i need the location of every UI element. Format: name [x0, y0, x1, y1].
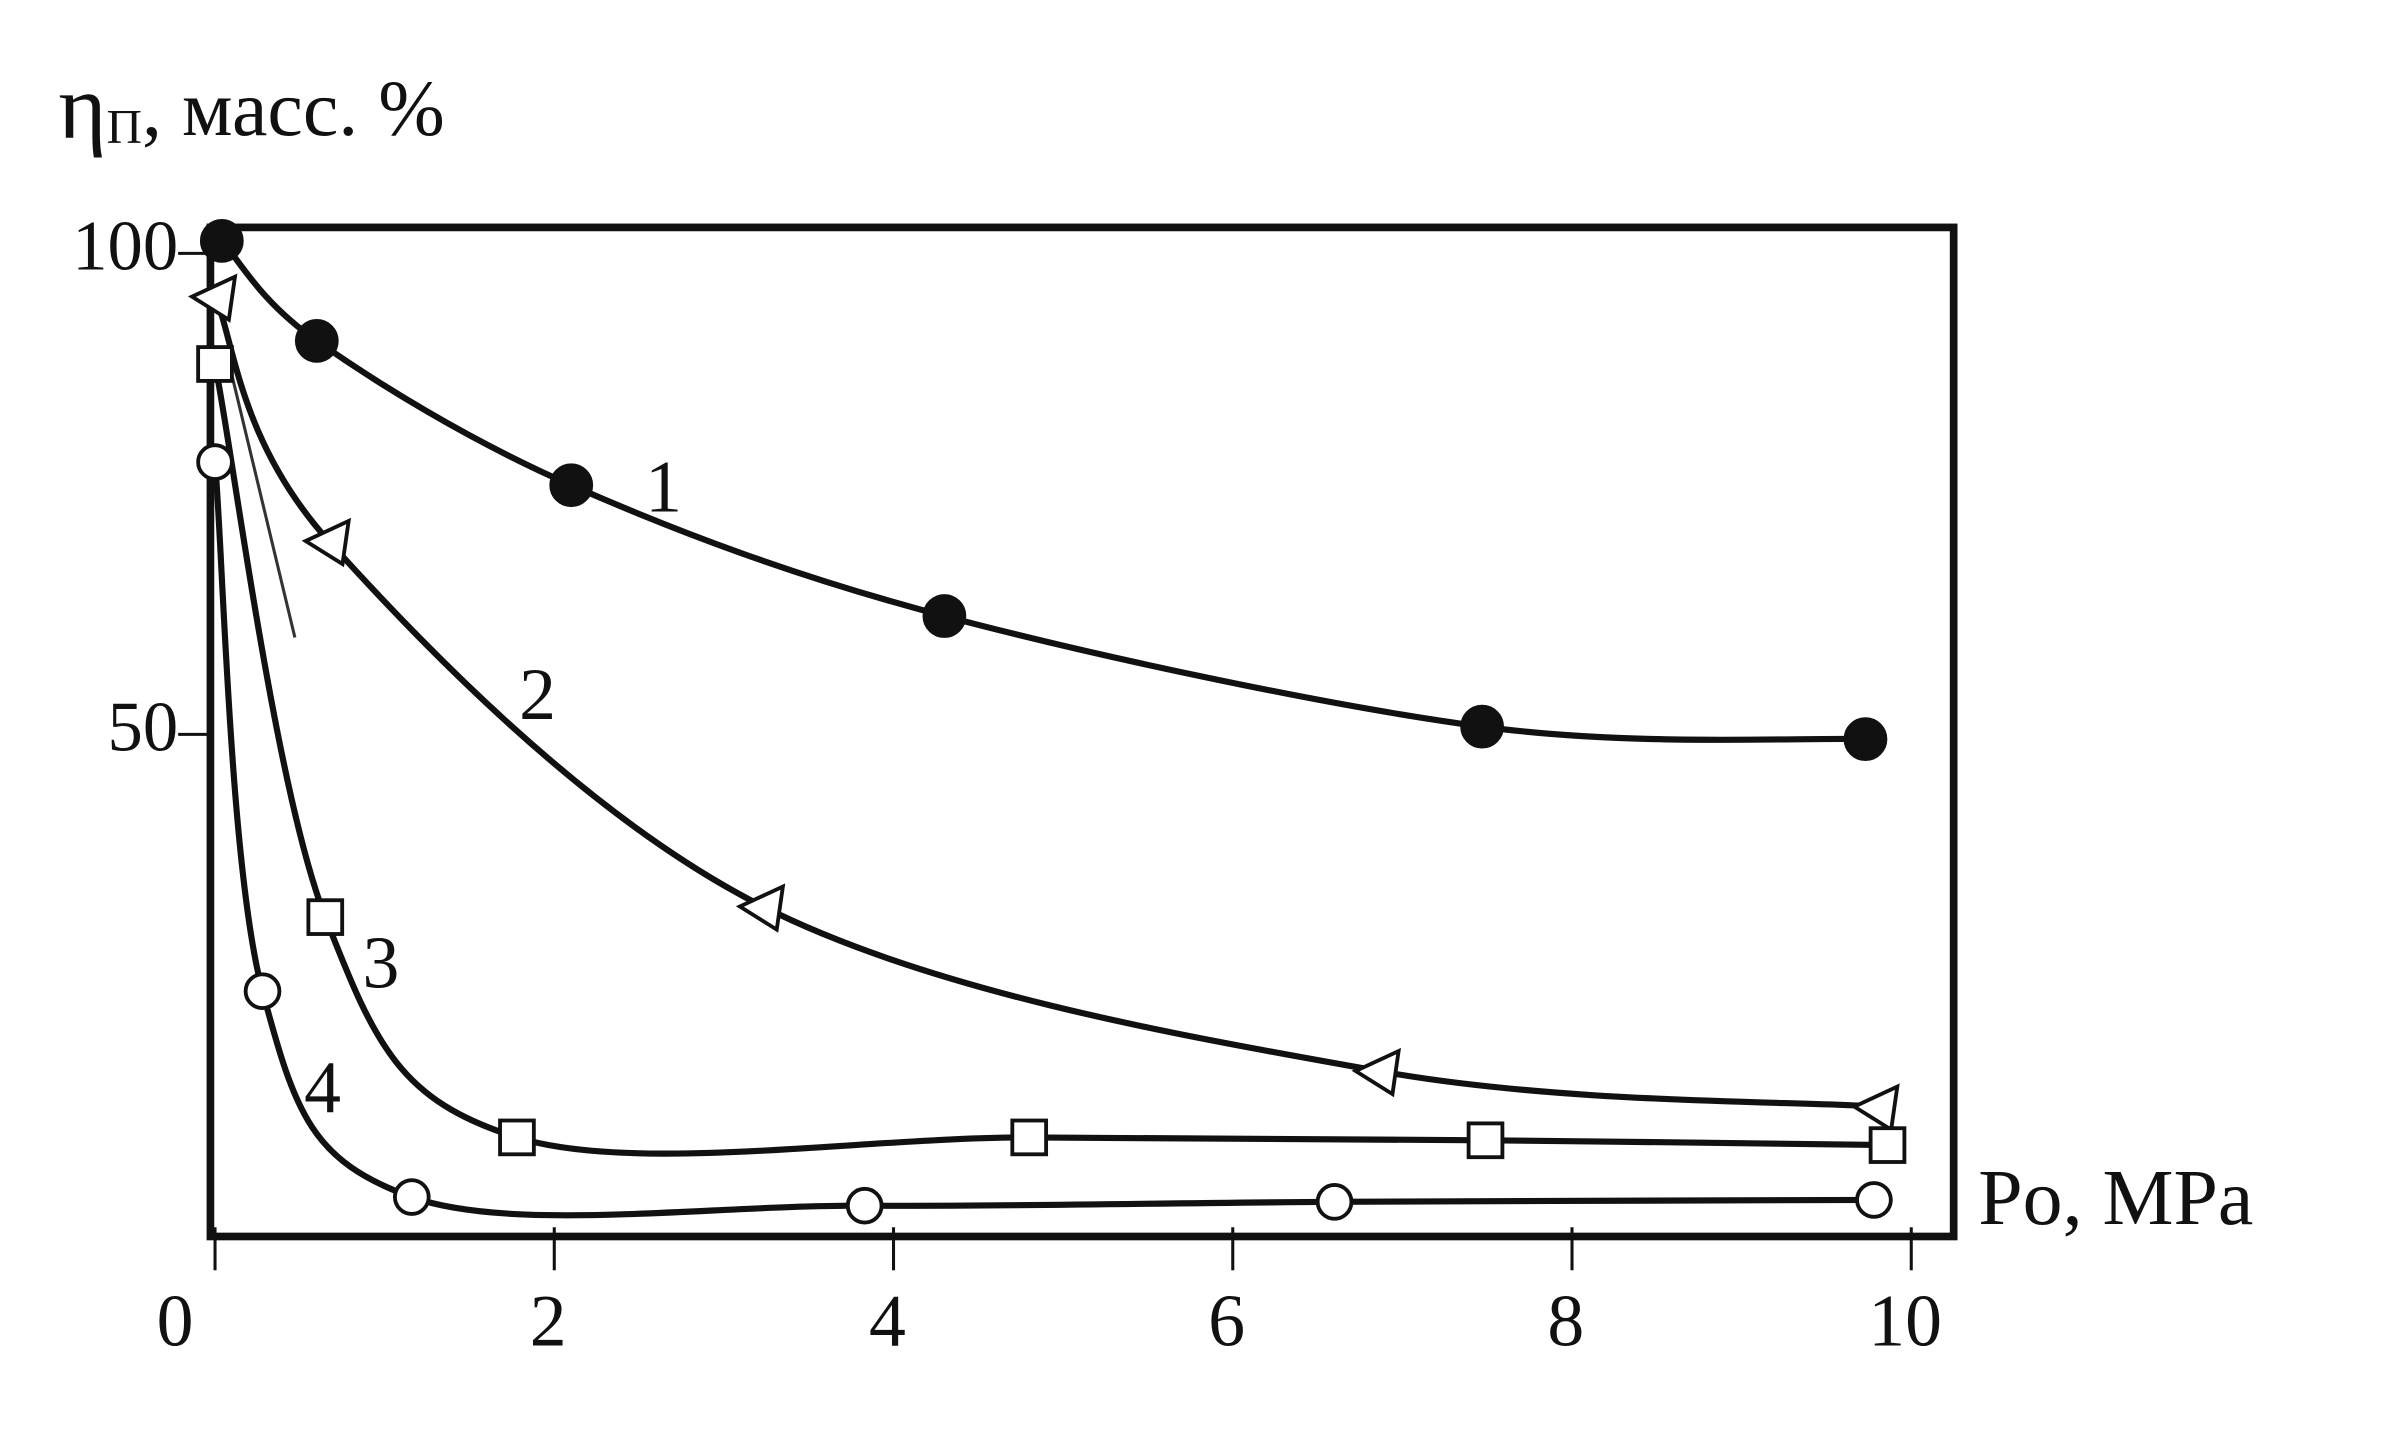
marker — [735, 883, 786, 933]
marker — [1010, 1118, 1049, 1157]
series-line — [212, 363, 1888, 1157]
series-line — [212, 295, 1878, 1110]
marker — [1351, 1047, 1402, 1098]
y-tick-label: 50 — [108, 689, 179, 767]
x-axis-label: Po, MPa — [1978, 1154, 2253, 1242]
curve-label: 2 — [519, 653, 556, 735]
marker — [1868, 1126, 1907, 1164]
pointer-line — [228, 368, 297, 638]
plot-frame — [206, 223, 1958, 1241]
marker — [845, 1186, 884, 1225]
curve-label: 1 — [645, 446, 682, 528]
marker — [1460, 704, 1504, 749]
marker — [306, 898, 345, 936]
marker — [301, 517, 352, 568]
y-tick-label: 100 — [72, 208, 178, 286]
y-label-subscript: П — [107, 99, 142, 154]
x-tick-label: 4 — [869, 1280, 906, 1362]
y-label-symbol: η — [58, 56, 106, 158]
marker — [1466, 1121, 1505, 1160]
y-label-units: , масс. % — [142, 65, 445, 153]
marker — [196, 345, 234, 383]
marker — [243, 972, 282, 1011]
marker — [196, 443, 234, 481]
curve-label: 3 — [362, 922, 399, 1004]
marker — [199, 218, 244, 263]
marker — [1843, 717, 1888, 762]
y-axis-label: ηП, масс. % — [58, 56, 444, 158]
marker — [1855, 1181, 1893, 1219]
marker — [1850, 1083, 1900, 1133]
marker — [498, 1118, 536, 1157]
x-tick-label: 10 — [1868, 1280, 1942, 1362]
marker — [392, 1178, 431, 1216]
marker — [549, 463, 594, 508]
marker — [922, 594, 967, 638]
series-line — [219, 238, 1866, 743]
marker — [1315, 1183, 1354, 1221]
marker — [187, 273, 238, 323]
series-line — [211, 461, 1874, 1219]
x-tick-label: 2 — [530, 1280, 567, 1362]
curve-label: 4 — [304, 1046, 341, 1128]
x-tick-label: 6 — [1208, 1280, 1245, 1362]
x-tick-label: 0 — [157, 1280, 194, 1362]
marker — [294, 319, 339, 363]
x-tick-label: 8 — [1547, 1280, 1584, 1362]
